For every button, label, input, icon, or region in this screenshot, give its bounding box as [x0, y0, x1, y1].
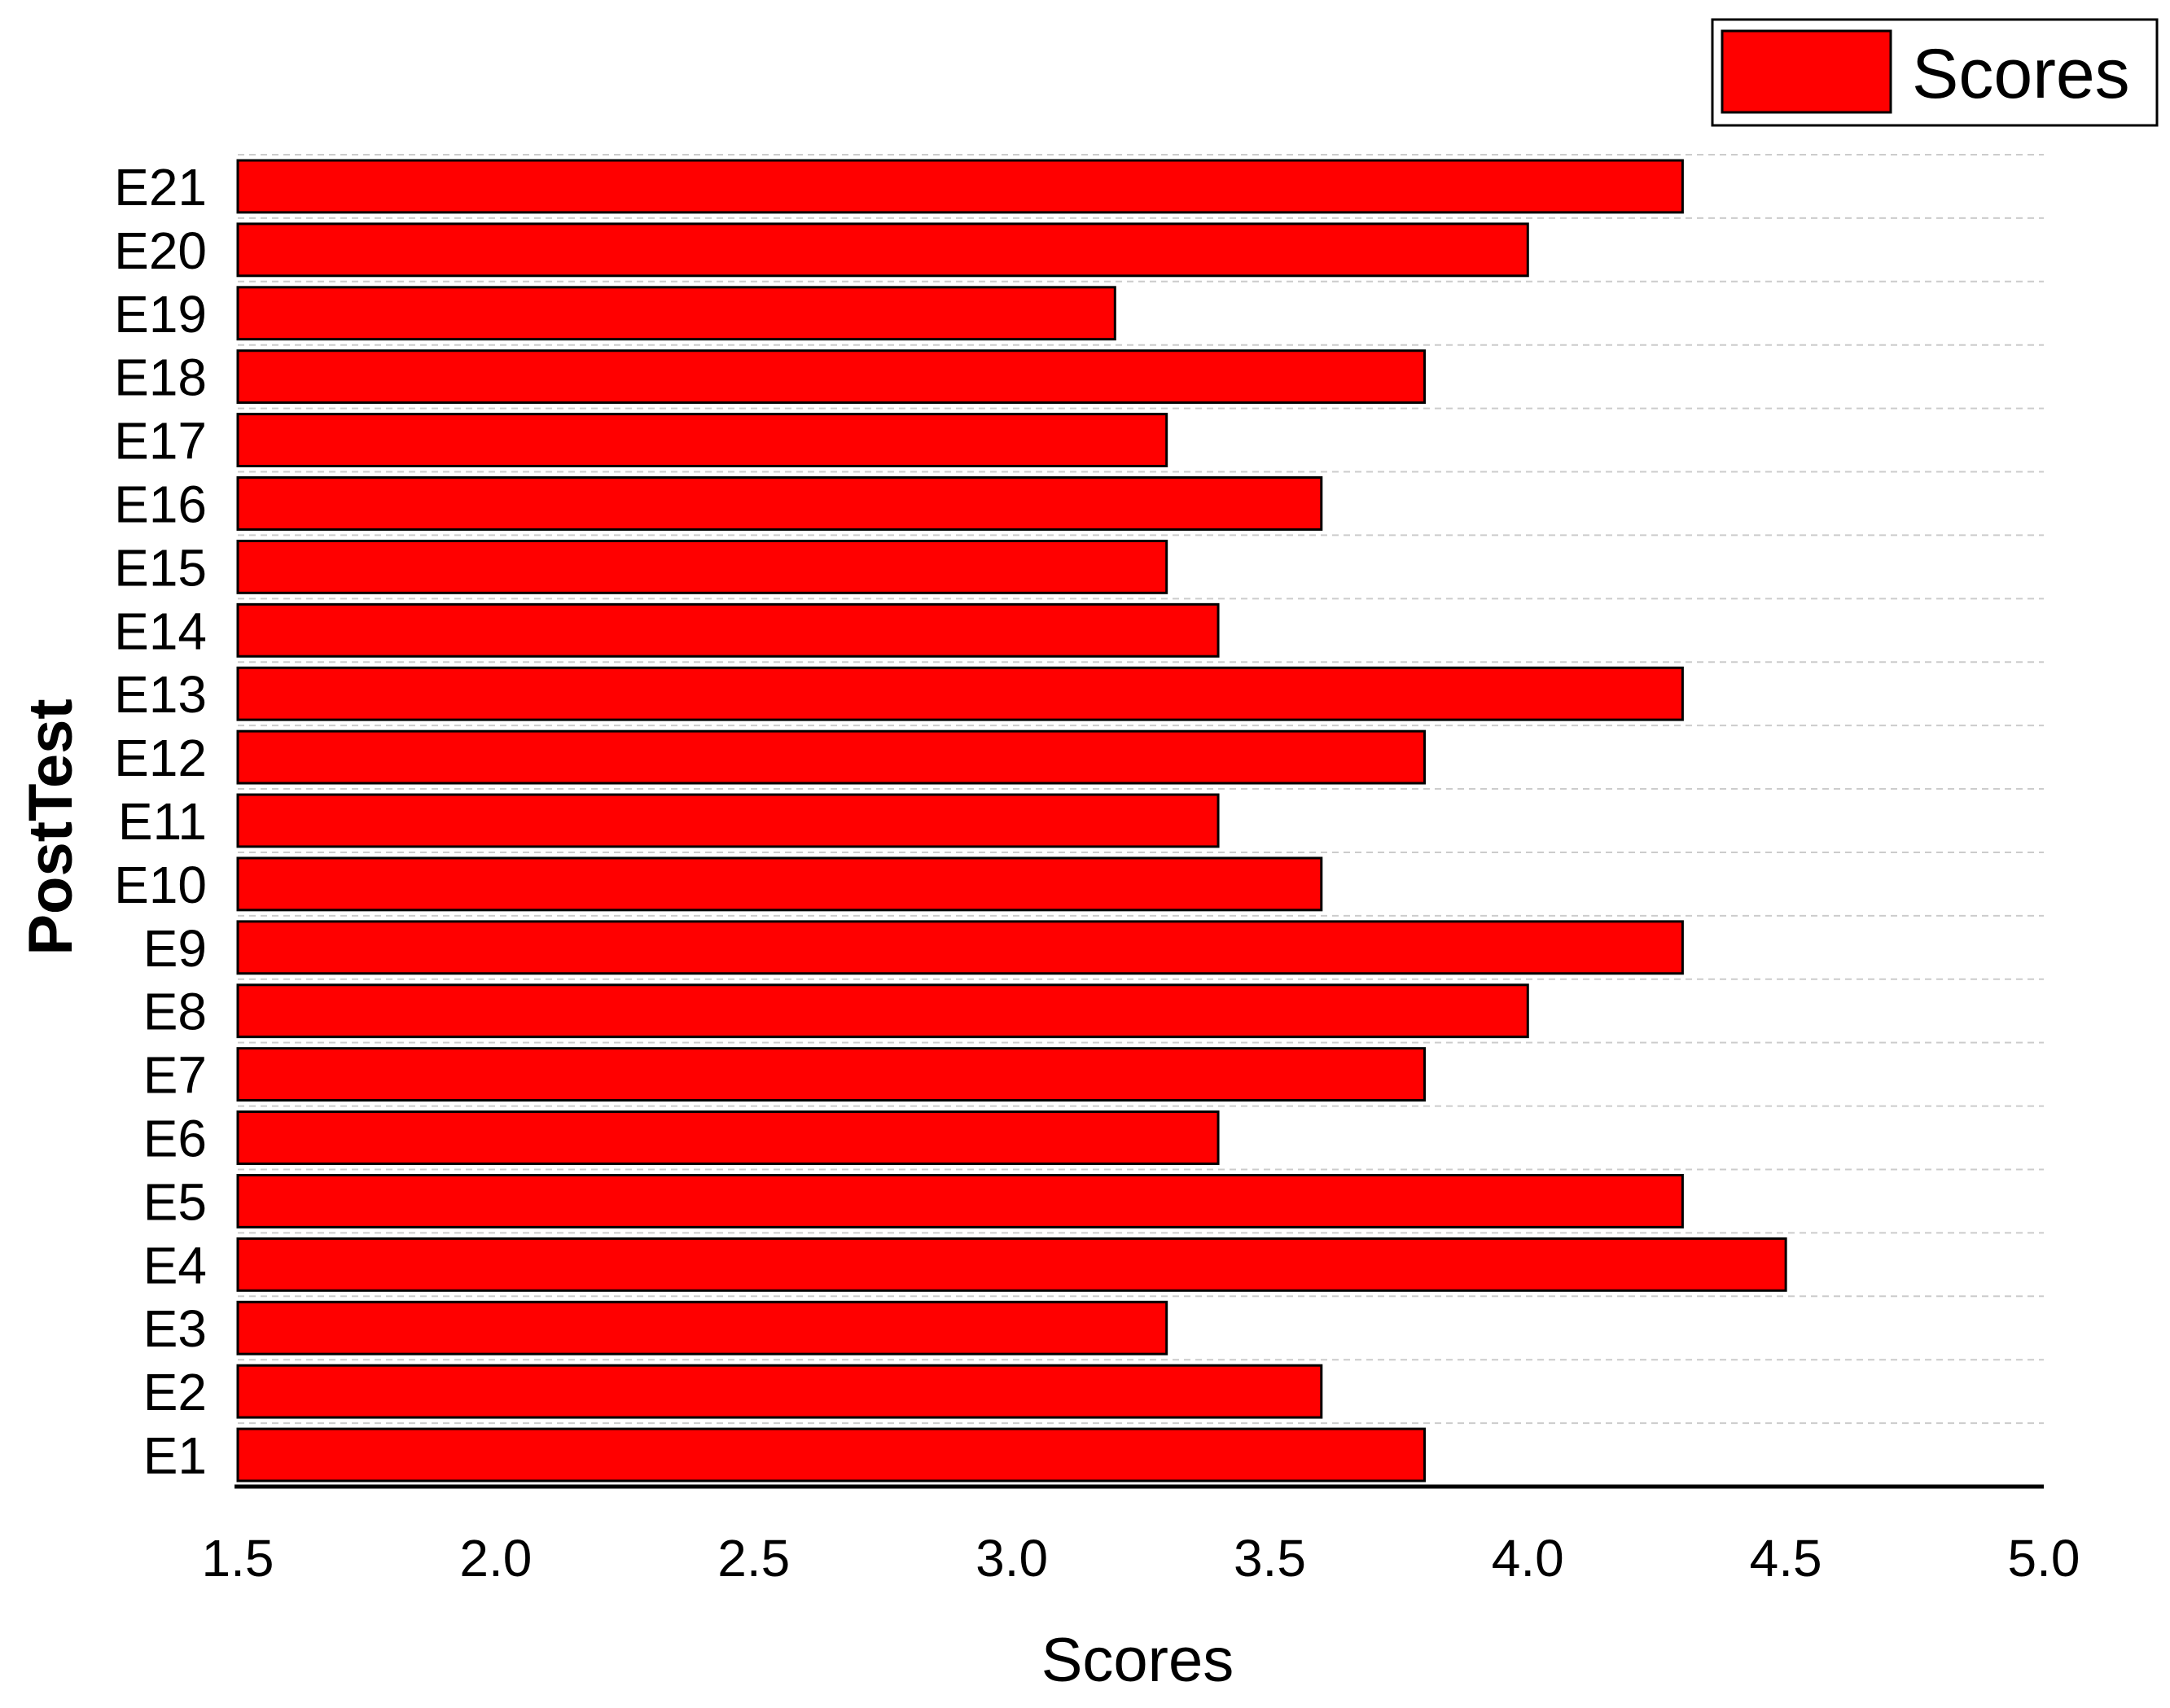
bar-e17: [236, 413, 1168, 468]
y-tick-label: E8: [143, 983, 207, 1041]
legend-label: Scores: [1912, 35, 2130, 113]
x-tick-labels: 1.5 2.0 2.5 3.0 3.5 4.0 4.5 5.0: [202, 1529, 2080, 1588]
y-axis-title: PostTest: [16, 699, 85, 955]
bar-e10: [236, 856, 1323, 912]
x-axis-title: Scores: [1041, 1626, 1234, 1695]
y-tick-label: E19: [114, 285, 207, 344]
y-tick-label: E3: [143, 1299, 207, 1358]
y-tick-label: E7: [143, 1046, 207, 1105]
y-tick-label: E13: [114, 665, 207, 724]
bar-e18: [236, 349, 1427, 405]
x-tick-label: 4.0: [1492, 1529, 1564, 1588]
x-tick-label: 4.5: [1750, 1529, 1822, 1588]
bar-e21: [236, 159, 1684, 214]
y-tick-labels: E1E2E3E4E5E6E7E8E9E10E11E12E13E14E15E16E…: [114, 158, 207, 1485]
bar-e7: [236, 1047, 1427, 1102]
x-tick-label: 3.0: [975, 1529, 1048, 1588]
bar-e3: [236, 1300, 1168, 1355]
bar-e20: [236, 222, 1529, 278]
x-tick-label: 5.0: [2008, 1529, 2080, 1588]
y-tick-label: E6: [143, 1110, 207, 1168]
bar-e14: [236, 602, 1220, 658]
y-tick-label: E20: [114, 221, 207, 280]
gridlines: [238, 154, 2044, 1425]
y-tick-label: E1: [143, 1426, 207, 1485]
x-tick-label: 3.5: [1234, 1529, 1306, 1588]
y-tick-label: E12: [114, 729, 207, 787]
y-tick-label: E9: [143, 919, 207, 978]
legend: Scores: [1711, 18, 2159, 127]
y-tick-label: E21: [114, 158, 207, 217]
y-tick-label: E2: [143, 1363, 207, 1421]
x-tick-label: 2.0: [459, 1529, 532, 1588]
bar-e4: [236, 1237, 1787, 1292]
bar-e8: [236, 983, 1529, 1039]
y-tick-label: E5: [143, 1172, 207, 1231]
y-tick-label: E16: [114, 475, 207, 533]
bar-e5: [236, 1173, 1684, 1228]
bar-e11: [236, 793, 1220, 848]
bars: [236, 159, 1787, 1482]
x-tick-label: 1.5: [202, 1529, 274, 1588]
bar-e2: [236, 1364, 1323, 1419]
bar-e15: [236, 539, 1168, 594]
bar-e6: [236, 1110, 1220, 1165]
bar-e1: [236, 1427, 1427, 1482]
bar-e13: [236, 666, 1684, 721]
y-tick-label: E14: [114, 602, 207, 660]
y-tick-label: E10: [114, 856, 207, 914]
bar-e12: [236, 729, 1427, 785]
x-tick-label: 2.5: [717, 1529, 790, 1588]
y-tick-label: E18: [114, 348, 207, 407]
y-tick-label: E15: [114, 538, 207, 597]
bar-e19: [236, 286, 1116, 341]
y-tick-label: E4: [143, 1236, 207, 1294]
bar-e16: [236, 476, 1323, 531]
y-tick-label: E17: [114, 412, 207, 471]
legend-swatch: [1721, 29, 1892, 114]
y-tick-label: E11: [118, 792, 207, 851]
bar-e9: [236, 920, 1684, 975]
